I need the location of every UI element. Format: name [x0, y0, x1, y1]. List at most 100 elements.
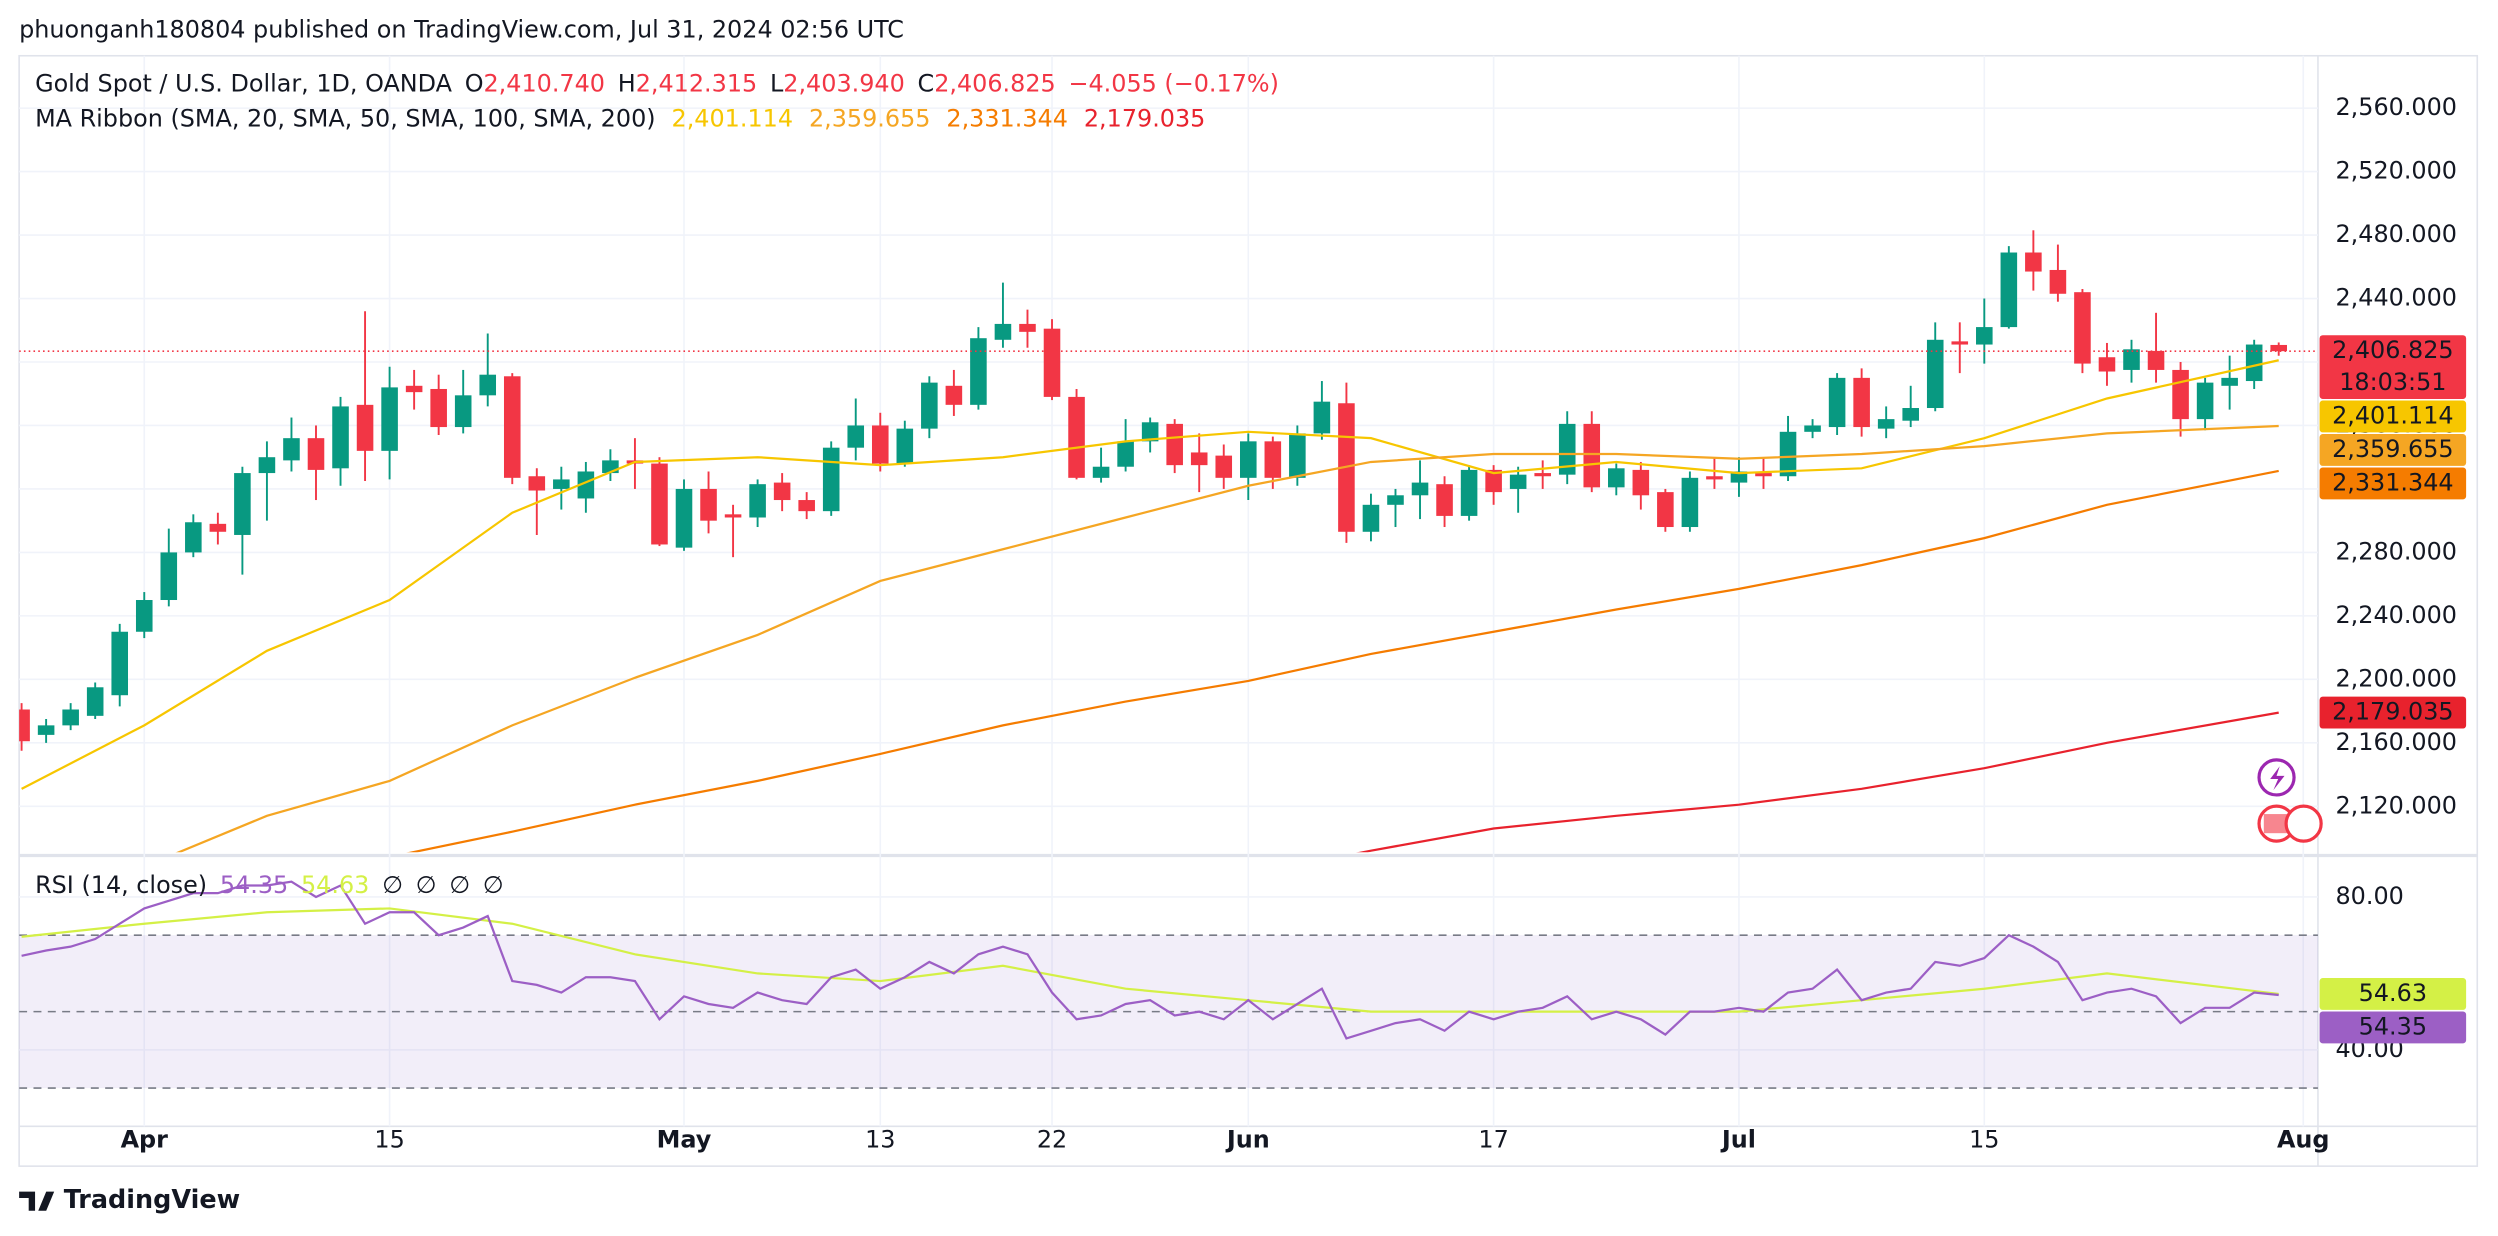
candle-body	[1485, 469, 1502, 493]
candle-body	[945, 385, 963, 405]
candle-body	[160, 552, 178, 601]
price-label: 18:03:51	[2339, 368, 2446, 396]
ma-legend: MA Ribbon (SMA, 20, SMA, 50, SMA, 100, S…	[35, 104, 1205, 132]
candle-body	[332, 406, 349, 469]
y-tick-label: 2,200.000	[2335, 664, 2457, 692]
ohlc-value: 2,410.740	[483, 69, 605, 97]
ma-value: 2,179.035	[1084, 104, 1206, 132]
candle-body	[822, 447, 840, 512]
candle-body	[1583, 423, 1601, 488]
candle-body	[1460, 469, 1478, 516]
candle-body	[1853, 377, 1870, 428]
x-tick-label: 17	[1478, 1126, 1508, 1154]
ohlc-value: 2,412.315	[636, 69, 758, 97]
y-tick-label: 80.00	[2335, 882, 2403, 910]
candle-body	[2074, 292, 2091, 364]
x-tick-label: 15	[1969, 1126, 1999, 1154]
candle-body	[1436, 484, 1453, 516]
candle-body	[749, 484, 766, 518]
candle-body	[135, 600, 153, 632]
y-tick-label: 2,520.000	[2335, 157, 2457, 185]
x-tick-label: 15	[374, 1126, 404, 1154]
indicator-line	[407, 469, 2279, 853]
price-label-box	[2319, 335, 2467, 399]
indicator-line	[175, 424, 2279, 853]
placeholder: ∅	[483, 871, 504, 899]
candle-body	[1730, 471, 1748, 483]
candle-body	[2147, 350, 2165, 370]
candle-body	[1092, 466, 1110, 478]
price-label-box	[2319, 400, 2467, 433]
candle-body	[2221, 377, 2238, 386]
rsi-pane	[19, 880, 2318, 1089]
x-tick-label: 13	[865, 1126, 895, 1154]
candle-body	[2123, 349, 2140, 370]
placeholder: ∅	[416, 871, 437, 899]
candle-body	[2270, 344, 2287, 352]
candle-body	[283, 438, 300, 461]
candle-body	[1117, 441, 1134, 467]
candle-body	[1240, 441, 1257, 478]
candle-body	[553, 479, 570, 489]
candle-body	[1215, 455, 1233, 478]
y-tick-label: 2,440.000	[2335, 284, 2457, 312]
price-label-box	[2319, 1011, 2467, 1044]
candle-body	[1289, 433, 1306, 478]
candle-body	[921, 382, 938, 429]
candle-body	[577, 471, 595, 499]
candle-body	[1141, 422, 1159, 442]
ohlc-key: C	[918, 69, 935, 97]
candle-body	[1779, 431, 1797, 477]
x-tick-label: 22	[1037, 1126, 1067, 1154]
candle-body	[700, 488, 717, 521]
candle-body	[1043, 328, 1061, 397]
rsi-legend: RSI (14, close) 54.35 54.63 ∅ ∅ ∅ ∅	[35, 871, 503, 899]
indicator-line	[21, 359, 2279, 790]
candle-body	[19, 709, 30, 742]
candle-body	[1951, 341, 1969, 345]
candle-body	[1657, 492, 1674, 528]
candle-body	[1706, 476, 1723, 480]
candle-body	[2049, 269, 2067, 294]
candle-body	[1804, 425, 1821, 432]
candle-body	[724, 514, 742, 518]
price-pane	[19, 230, 2318, 853]
candle-body	[258, 457, 276, 474]
candle-body	[209, 523, 227, 532]
candle-body	[675, 488, 693, 548]
price-label-box	[2319, 696, 2467, 729]
ohlc-value: 2,403.940	[783, 69, 905, 97]
candle-body	[454, 395, 472, 428]
candle-body	[871, 425, 889, 464]
icon[interactable]	[2284, 804, 2323, 843]
y-tick-label: 2,120.000	[2335, 791, 2457, 819]
candle-body	[62, 709, 79, 726]
candle-body	[1877, 419, 1895, 429]
x-tick-label: Jul	[1720, 1126, 1756, 1154]
y-tick-label: 2,480.000	[2335, 220, 2457, 248]
candle-body	[1068, 396, 1085, 478]
candle-body	[2196, 382, 2214, 420]
price-label: 2,401.114	[2332, 401, 2454, 429]
x-tick-label: Jun	[1225, 1126, 1270, 1154]
publish-info: phuonganh180804 published on TradingView…	[19, 15, 904, 43]
candle-body	[1558, 423, 1576, 475]
candle-body	[2245, 344, 2263, 382]
ma-value: 2,359.655	[809, 104, 931, 132]
price-label-box	[2319, 434, 2467, 466]
price-label: 54.35	[2359, 1012, 2427, 1040]
candle-body	[1755, 473, 1772, 477]
candle-body	[1902, 408, 1919, 421]
candle-body	[970, 338, 987, 405]
candle-body	[798, 500, 815, 512]
brand-name: TradingView	[64, 1185, 240, 1215]
event-icons	[2257, 758, 2323, 843]
ma-value: 2,331.344	[946, 104, 1068, 132]
y-tick-label: 2,160.000	[2335, 728, 2457, 756]
y-tick-label: 2,560.000	[2335, 93, 2457, 121]
candle-body	[185, 522, 202, 553]
candle-body	[479, 374, 497, 396]
candle-body	[1387, 495, 1404, 505]
ohlc-value: 2,406.825	[934, 69, 1056, 97]
candle-body	[1976, 327, 1993, 345]
